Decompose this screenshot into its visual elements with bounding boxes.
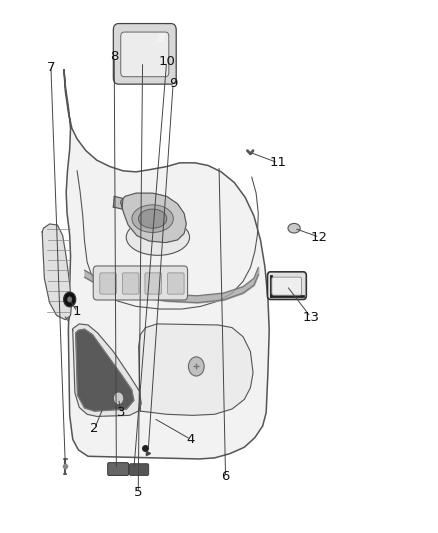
Text: 12: 12 — [311, 231, 328, 244]
Polygon shape — [158, 34, 164, 42]
FancyBboxPatch shape — [100, 273, 117, 294]
FancyBboxPatch shape — [268, 272, 306, 300]
Polygon shape — [121, 193, 186, 243]
FancyBboxPatch shape — [272, 277, 301, 295]
Circle shape — [113, 392, 124, 405]
Polygon shape — [76, 329, 134, 411]
Ellipse shape — [288, 223, 300, 233]
Text: 4: 4 — [187, 433, 195, 446]
Polygon shape — [42, 224, 71, 320]
Text: 5: 5 — [134, 486, 142, 499]
FancyBboxPatch shape — [167, 273, 184, 294]
Polygon shape — [64, 70, 269, 459]
Text: 8: 8 — [110, 50, 118, 63]
Text: 1: 1 — [73, 305, 81, 318]
Ellipse shape — [132, 205, 173, 232]
Polygon shape — [113, 196, 123, 209]
FancyBboxPatch shape — [122, 273, 139, 294]
Text: 13: 13 — [302, 311, 319, 324]
Ellipse shape — [126, 219, 190, 255]
FancyBboxPatch shape — [145, 273, 162, 294]
Text: 7: 7 — [47, 61, 55, 74]
FancyBboxPatch shape — [108, 463, 129, 475]
Text: 2: 2 — [90, 422, 99, 435]
Circle shape — [188, 357, 204, 376]
FancyBboxPatch shape — [130, 464, 149, 475]
FancyBboxPatch shape — [113, 23, 176, 84]
Circle shape — [67, 297, 72, 302]
Ellipse shape — [138, 209, 167, 228]
FancyBboxPatch shape — [93, 266, 187, 300]
Text: 11: 11 — [269, 156, 286, 169]
Text: 3: 3 — [117, 406, 125, 419]
Polygon shape — [73, 324, 141, 416]
Text: 9: 9 — [169, 77, 177, 90]
Polygon shape — [139, 324, 253, 415]
Text: 10: 10 — [158, 55, 175, 68]
Circle shape — [64, 292, 76, 307]
Text: 6: 6 — [221, 470, 230, 483]
FancyBboxPatch shape — [121, 32, 169, 77]
